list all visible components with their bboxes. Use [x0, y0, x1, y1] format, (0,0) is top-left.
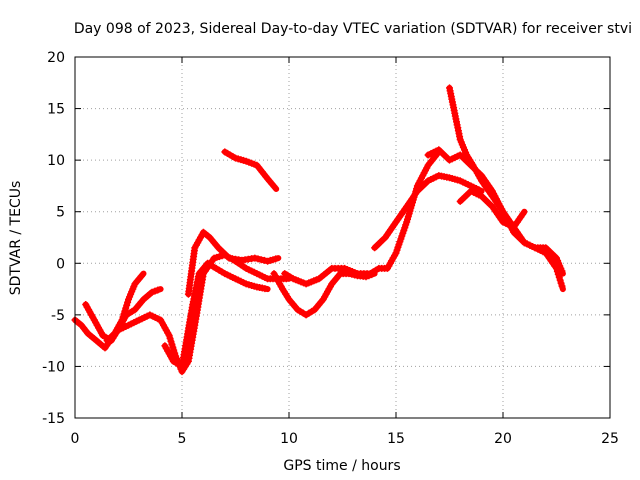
y-tick-label: 10: [47, 153, 65, 169]
y-tick-label: 15: [47, 102, 65, 118]
x-tick-label: 20: [494, 431, 512, 447]
x-tick-label: 10: [280, 431, 298, 447]
x-tick-label: 5: [178, 431, 187, 447]
data-point-marker: [137, 272, 145, 280]
x-axis-label: GPS time / hours: [283, 458, 400, 474]
grid-lines: [75, 57, 610, 418]
series-arc-8: [281, 148, 442, 288]
series-arc-12: [456, 187, 528, 231]
x-tick-label: 15: [387, 431, 405, 447]
y-axis-label: SDTVAR / TECUs: [8, 181, 24, 296]
data-point-marker: [270, 182, 278, 190]
y-tick-label: 5: [56, 205, 65, 221]
x-tick-label: 0: [71, 431, 80, 447]
y-tick-label: -5: [51, 308, 65, 324]
series-arc-11: [424, 146, 566, 277]
series-line: [281, 148, 442, 287]
series-line: [446, 84, 566, 293]
series-arc-6: [221, 148, 280, 192]
data-point-marker: [154, 286, 162, 294]
data-point-marker: [519, 210, 527, 218]
series-arc-5: [184, 228, 282, 298]
data-point-marker: [251, 254, 259, 262]
y-tick-label: 20: [47, 50, 65, 66]
data-point-marker: [261, 285, 269, 293]
series-arc-4: [161, 259, 271, 370]
plot-frame: [74, 56, 611, 419]
data-point-marker: [558, 282, 566, 290]
series-line: [161, 260, 271, 370]
data-point-marker: [254, 255, 262, 263]
data-series: [71, 84, 566, 376]
data-point-marker: [558, 267, 566, 275]
y-tick-label: -10: [42, 359, 65, 375]
y-tick-label: 0: [56, 256, 65, 272]
data-point-marker: [260, 256, 268, 264]
series-arc-9: [371, 172, 485, 252]
x-tick-label: 25: [601, 431, 619, 447]
chart-title: Day 098 of 2023, Sidereal Day-to-day VTE…: [74, 21, 632, 37]
y-tick-label: -15: [42, 411, 65, 427]
data-point-marker: [272, 255, 280, 263]
axis-ticks: 0 5 10 15 20 25 -15 -10 -5 0 5 10 15 20: [42, 50, 619, 447]
series-arc-10: [446, 84, 566, 293]
